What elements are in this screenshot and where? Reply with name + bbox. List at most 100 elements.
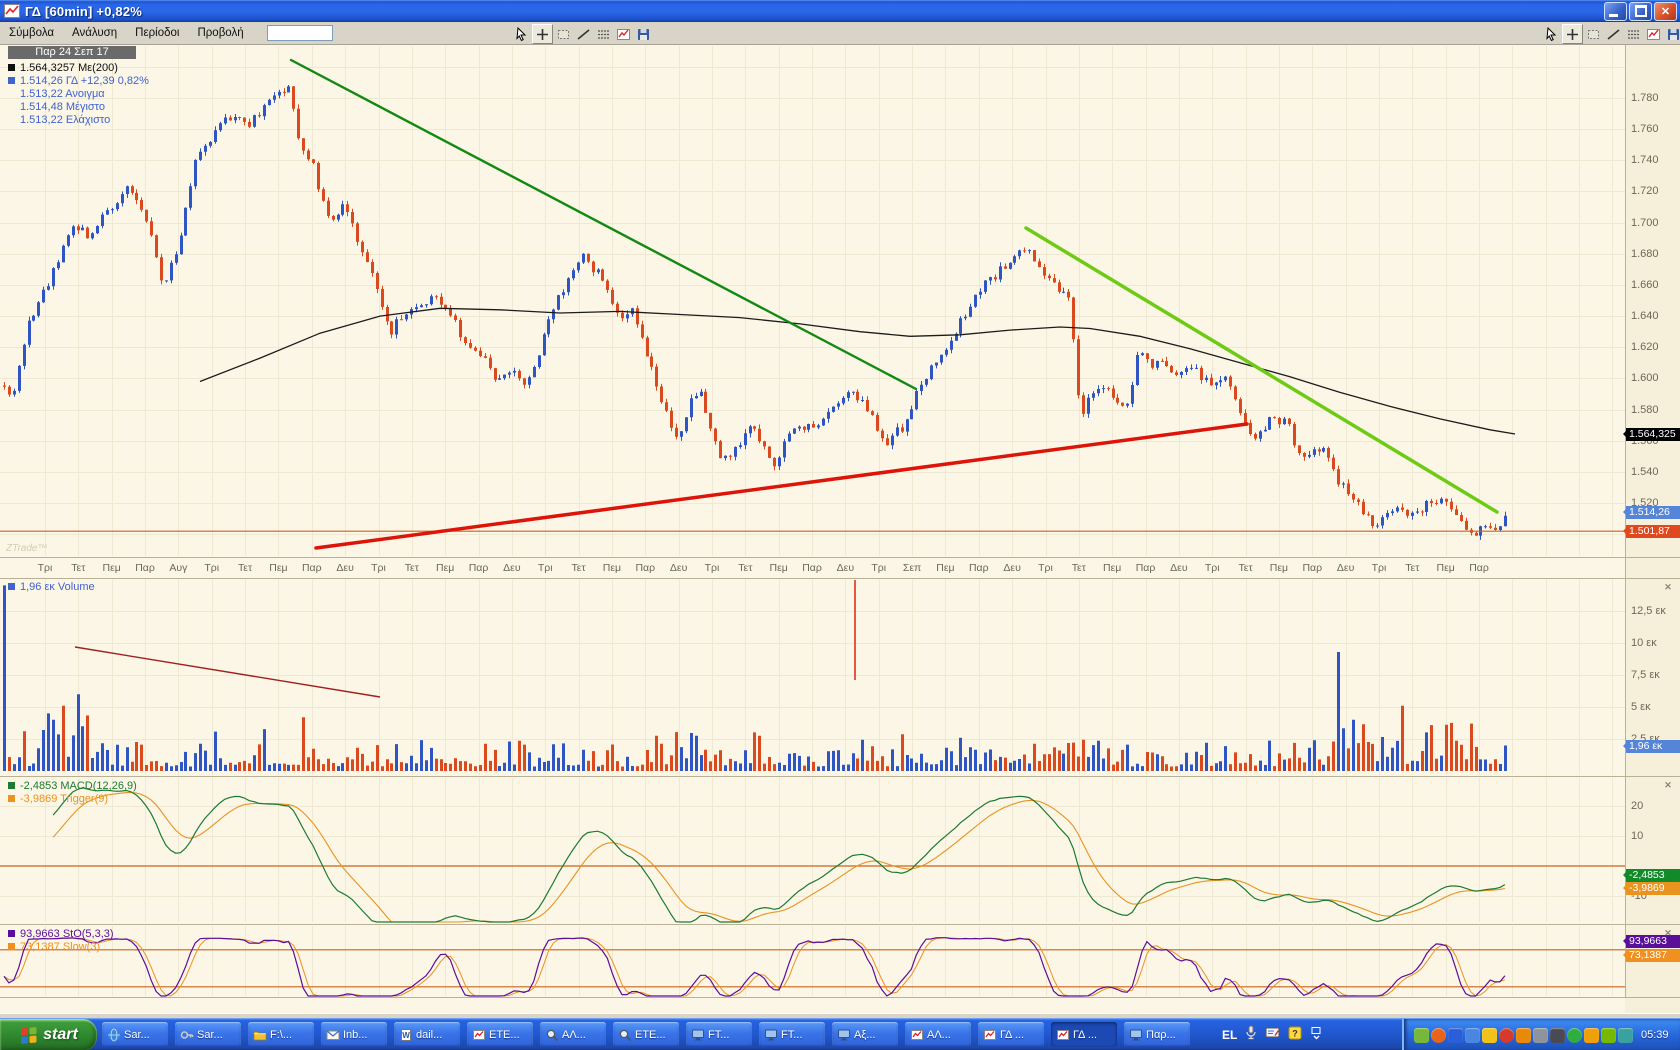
tray-icon-audio-volume[interactable] xyxy=(1550,1027,1565,1043)
start-button[interactable]: start xyxy=(0,1019,97,1050)
save-tool-button[interactable] xyxy=(1664,25,1680,43)
tray-icon-display-driver[interactable] xyxy=(1601,1027,1616,1043)
legend-text: 1.513,22 Ελάχιστο xyxy=(20,114,111,127)
x-axis-label: Πεμ xyxy=(1436,562,1455,574)
task-button-6[interactable]: ETE... xyxy=(467,1022,533,1047)
taskbar-clock[interactable]: 05:39 xyxy=(1641,1029,1669,1041)
task-button-8[interactable]: ΕΤΕ... xyxy=(613,1022,679,1047)
macd-trigger-line xyxy=(52,791,1505,923)
menu-item-symbols[interactable]: Σύμβολα xyxy=(9,27,55,39)
menu-item-analysis[interactable]: Ανάλυση xyxy=(72,27,118,39)
price-axis-label: 1.680 xyxy=(1631,247,1659,260)
tray-icon-antivirus[interactable] xyxy=(1567,1027,1582,1043)
x-axis-label: Τετ xyxy=(1071,562,1086,574)
volume-bars-down xyxy=(8,705,1497,771)
tray-icon-windows-update[interactable] xyxy=(1465,1027,1480,1043)
task-button-10[interactable]: FT... xyxy=(759,1022,825,1047)
task-button-9[interactable]: FT... xyxy=(686,1022,752,1047)
trendline-downtrend-1[interactable] xyxy=(289,58,918,391)
x-axis-label: Τρι xyxy=(871,562,887,574)
tag-stoch-slow: 73,1387 xyxy=(1623,949,1680,962)
chart-toolbar-left xyxy=(512,24,654,44)
task-button-3[interactable]: F:\... xyxy=(248,1022,314,1047)
task-button-4[interactable]: Inb... xyxy=(321,1022,387,1047)
crosshair-tool-button[interactable] xyxy=(1562,24,1583,44)
panel-close-button[interactable]: ✕ xyxy=(1664,582,1672,592)
macd-trigger-title: -3,9869 Trigger(9) xyxy=(8,792,108,805)
volume-trendline[interactable] xyxy=(74,646,381,698)
x-axis-label: Τετ xyxy=(571,562,586,574)
panel-close-button[interactable]: ✕ xyxy=(1664,928,1672,938)
pointer-tool-button[interactable] xyxy=(1542,25,1561,43)
help-icon[interactable]: ? xyxy=(1288,1026,1302,1045)
tray-icon-java[interactable] xyxy=(1431,1027,1446,1043)
chart-canvas[interactable] xyxy=(0,44,1680,1013)
toolbar-chevron-icon[interactable] xyxy=(1310,1026,1323,1045)
legend-marker xyxy=(8,77,15,85)
tray-icon-usb-device[interactable] xyxy=(1414,1027,1429,1043)
save-tool-button[interactable] xyxy=(634,25,653,43)
legend-row: 1.514,48 Μέγιστο xyxy=(8,101,105,114)
tray-icon-messenger-flag[interactable] xyxy=(1516,1027,1531,1043)
trendline-tool-button[interactable] xyxy=(574,25,593,43)
task-button-13[interactable]: ΓΔ ... xyxy=(978,1022,1044,1047)
svg-text:W: W xyxy=(402,1031,410,1040)
task-button-2[interactable]: Sar... xyxy=(175,1022,241,1047)
language-indicator[interactable]: EL xyxy=(1222,1028,1238,1042)
folder-icon xyxy=(253,1028,267,1042)
task-button-1[interactable]: Sar... xyxy=(102,1022,168,1047)
new-chart-tool-button[interactable] xyxy=(614,25,633,43)
microphone-icon[interactable] xyxy=(1245,1025,1257,1045)
tray-icon-mail-alert[interactable] xyxy=(1499,1027,1514,1043)
trendline-downtrend-2[interactable] xyxy=(1024,226,1499,514)
levels-tool-button[interactable] xyxy=(1624,25,1643,43)
window-bottom-edge xyxy=(0,1013,1680,1019)
x-axis-label: Πεμ xyxy=(269,562,288,574)
price-axis-label: 1.740 xyxy=(1631,154,1659,167)
x-axis-label: Παρ xyxy=(1302,562,1323,574)
tray-icon-network[interactable] xyxy=(1618,1027,1633,1043)
task-button-11[interactable]: Αξ... xyxy=(832,1022,898,1047)
x-axis-label: Δευ xyxy=(669,562,688,574)
price-axis-label: 1.780 xyxy=(1631,92,1659,104)
symbol-input[interactable] xyxy=(266,25,333,41)
tray-icon-office-doc[interactable] xyxy=(1584,1027,1599,1043)
ma200-line xyxy=(199,307,1516,435)
minimize-button[interactable] xyxy=(1604,1,1627,21)
menu-item-view[interactable]: Προβολή xyxy=(197,27,244,39)
tray-icon-search-binoculars[interactable] xyxy=(1533,1027,1548,1043)
new-chart-tool-button[interactable] xyxy=(1644,25,1663,43)
task-button-label: Inb... xyxy=(343,1028,368,1041)
task-button-7[interactable]: ΑΛ... xyxy=(540,1022,606,1047)
language-bar: EL ? xyxy=(1222,1019,1331,1050)
x-axis-label: Πεμ xyxy=(102,562,121,574)
levels-tool-button[interactable] xyxy=(594,25,613,43)
trendline-tool-button[interactable] xyxy=(1604,25,1623,43)
legend-text: 1.514,26 ΓΔ +12,39 0,82% xyxy=(20,74,149,87)
task-button-15[interactable]: Παρ... xyxy=(1124,1022,1190,1047)
task-button-12[interactable]: ΑΛ... xyxy=(905,1022,971,1047)
trendline-support[interactable] xyxy=(314,422,1249,550)
crosshair-tool-button[interactable] xyxy=(532,24,553,44)
task-button-14-active[interactable]: ΓΔ ... xyxy=(1051,1022,1117,1047)
panel-close-button[interactable]: ✕ xyxy=(1664,780,1672,790)
tag-last-price: 1.514,26 xyxy=(1623,506,1680,519)
tray-icon-security-shield[interactable] xyxy=(1482,1027,1497,1043)
x-axis-label: Δευ xyxy=(503,562,521,574)
pointer-tool-button[interactable] xyxy=(512,25,531,43)
chart-toolbar-right xyxy=(1542,24,1680,44)
chart-icon xyxy=(910,1028,924,1042)
chart-icon xyxy=(1056,1028,1070,1042)
ime-pad-icon[interactable] xyxy=(1265,1026,1280,1045)
close-button[interactable] xyxy=(1654,1,1677,21)
tray-icon-translator[interactable] xyxy=(1448,1027,1463,1043)
restore-button[interactable] xyxy=(1629,1,1652,21)
menu-item-periods[interactable]: Περίοδοι xyxy=(135,27,180,39)
tag-ma200: 1.564,325 xyxy=(1623,428,1680,441)
x-axis-label: Τρι xyxy=(704,562,720,574)
x-axis-label: Τετ xyxy=(71,562,86,574)
region-select-tool-button[interactable] xyxy=(554,25,573,43)
region-select-tool-button[interactable] xyxy=(1584,25,1603,43)
x-axis-label: Τρι xyxy=(204,562,220,574)
